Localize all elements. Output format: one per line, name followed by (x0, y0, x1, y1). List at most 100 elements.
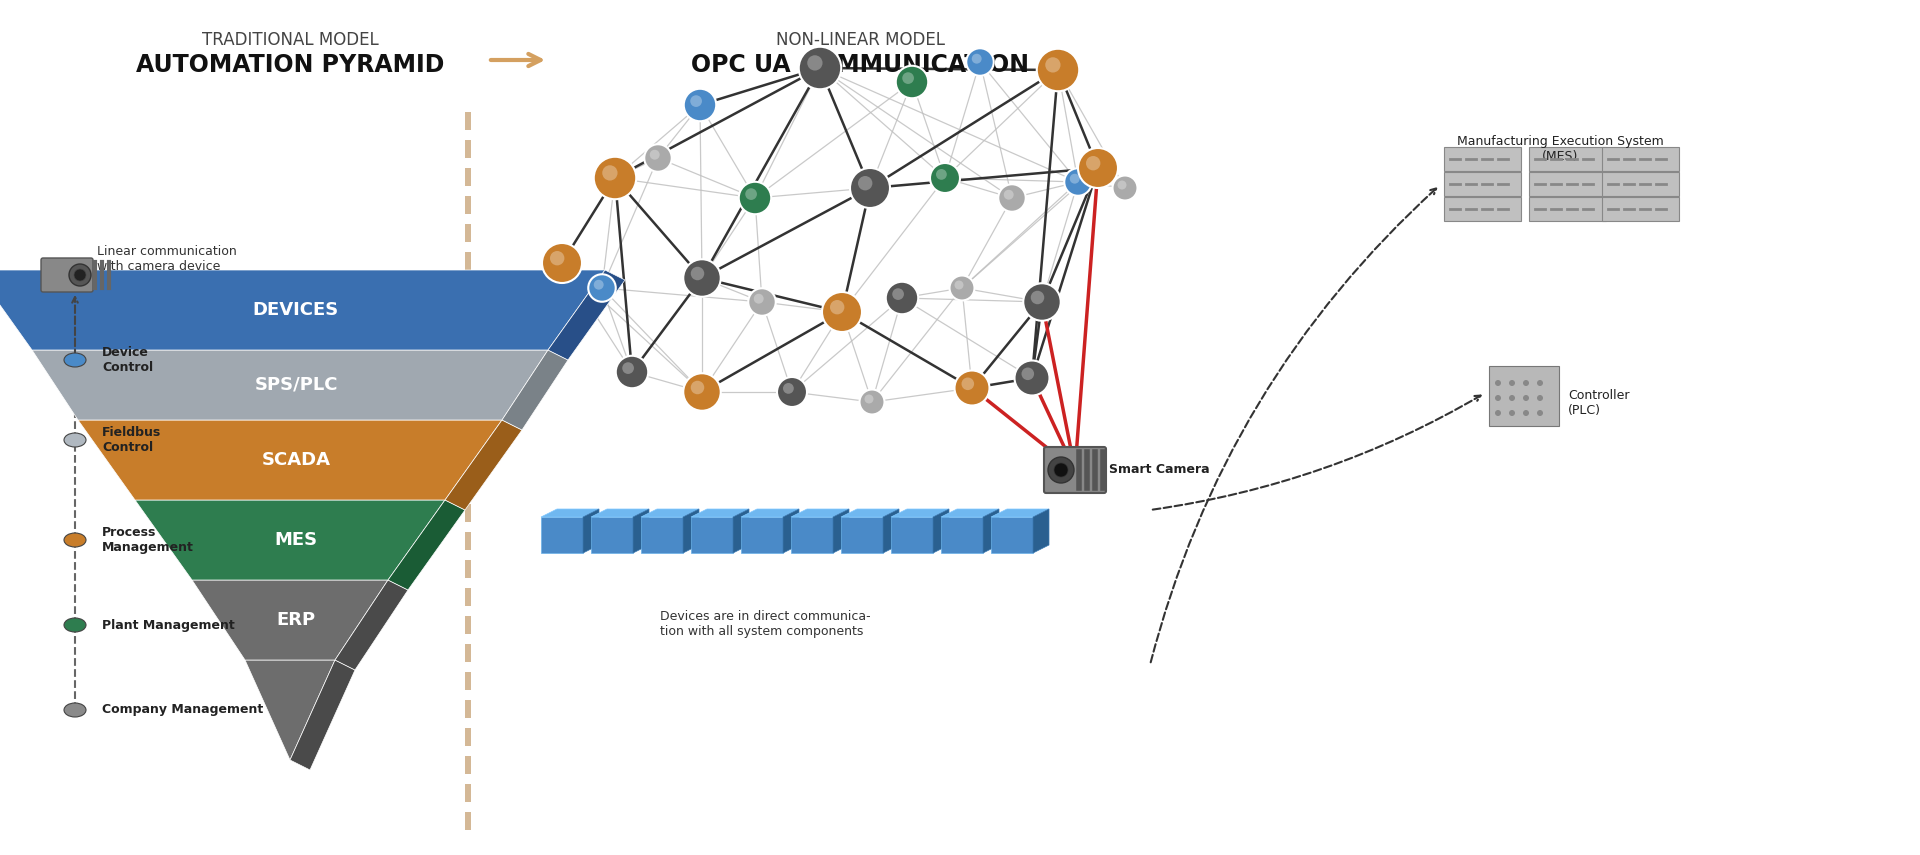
Circle shape (549, 251, 564, 265)
Bar (465, 476, 470, 494)
Circle shape (778, 377, 806, 407)
Circle shape (1496, 395, 1501, 401)
Circle shape (593, 280, 603, 290)
FancyBboxPatch shape (1444, 172, 1521, 196)
Polygon shape (733, 509, 749, 553)
Polygon shape (833, 509, 849, 553)
Polygon shape (541, 509, 599, 517)
Circle shape (1023, 283, 1060, 321)
Text: Fieldbus
Control: Fieldbus Control (102, 426, 161, 454)
Circle shape (603, 165, 618, 180)
Text: Controller
(PLC): Controller (PLC) (1569, 389, 1630, 417)
Polygon shape (691, 517, 733, 553)
Bar (465, 588, 470, 606)
FancyBboxPatch shape (1528, 172, 1605, 196)
Circle shape (1031, 291, 1044, 304)
Polygon shape (0, 270, 605, 350)
Circle shape (684, 89, 716, 121)
FancyBboxPatch shape (1601, 147, 1678, 171)
Circle shape (1054, 463, 1068, 477)
Bar (465, 504, 470, 522)
Bar (465, 616, 470, 634)
Circle shape (929, 163, 960, 193)
Circle shape (998, 184, 1025, 212)
Polygon shape (841, 517, 883, 553)
Circle shape (1048, 457, 1073, 483)
Polygon shape (991, 509, 1048, 517)
Polygon shape (634, 509, 649, 553)
Bar (465, 784, 470, 802)
Circle shape (1064, 168, 1092, 196)
Polygon shape (1033, 509, 1048, 553)
Circle shape (1117, 180, 1127, 190)
Polygon shape (541, 517, 584, 553)
Bar (465, 756, 470, 774)
Circle shape (1087, 156, 1100, 170)
Circle shape (1496, 410, 1501, 416)
Circle shape (75, 269, 86, 281)
Polygon shape (246, 660, 334, 760)
FancyBboxPatch shape (1601, 172, 1678, 196)
Ellipse shape (63, 533, 86, 547)
Circle shape (860, 390, 885, 415)
Bar (465, 672, 470, 690)
Circle shape (1509, 380, 1515, 386)
Bar (465, 700, 470, 718)
Circle shape (806, 56, 822, 71)
Circle shape (858, 176, 872, 191)
Polygon shape (79, 420, 501, 500)
Circle shape (1538, 395, 1544, 401)
Circle shape (783, 383, 793, 394)
Polygon shape (941, 509, 998, 517)
Bar (465, 392, 470, 410)
Polygon shape (501, 350, 568, 430)
Circle shape (593, 156, 636, 199)
Circle shape (1523, 410, 1528, 416)
Circle shape (1004, 190, 1014, 200)
Polygon shape (791, 509, 849, 517)
Text: Linear communication
with camera device: Linear communication with camera device (98, 245, 236, 273)
Text: NON-LINEAR MODEL: NON-LINEAR MODEL (776, 31, 945, 49)
Ellipse shape (63, 433, 86, 447)
Polygon shape (33, 350, 547, 420)
Circle shape (616, 356, 649, 388)
Ellipse shape (63, 618, 86, 632)
Circle shape (684, 374, 720, 410)
Bar (465, 308, 470, 326)
Polygon shape (584, 509, 599, 553)
Polygon shape (684, 509, 699, 553)
Text: Device
Control: Device Control (102, 346, 154, 374)
FancyBboxPatch shape (1601, 197, 1678, 221)
FancyBboxPatch shape (1444, 147, 1521, 171)
Polygon shape (841, 509, 899, 517)
Circle shape (902, 73, 914, 84)
Circle shape (1509, 395, 1515, 401)
Bar (465, 560, 470, 578)
FancyBboxPatch shape (1528, 197, 1605, 221)
Text: Process
Management: Process Management (102, 526, 194, 554)
Circle shape (691, 267, 705, 280)
Circle shape (749, 288, 776, 315)
Bar (465, 812, 470, 830)
Circle shape (950, 275, 975, 300)
Circle shape (691, 380, 705, 394)
FancyBboxPatch shape (40, 258, 92, 292)
Circle shape (1044, 57, 1060, 73)
Polygon shape (791, 517, 833, 553)
Polygon shape (991, 517, 1033, 553)
Text: ERP: ERP (276, 611, 315, 629)
Polygon shape (891, 509, 948, 517)
Bar (465, 448, 470, 466)
FancyBboxPatch shape (1444, 197, 1521, 221)
Text: TRADITIONAL MODEL: TRADITIONAL MODEL (202, 31, 378, 49)
Polygon shape (691, 509, 749, 517)
Polygon shape (983, 509, 998, 553)
Circle shape (739, 182, 772, 215)
Polygon shape (388, 500, 465, 590)
Polygon shape (591, 517, 634, 553)
Circle shape (897, 66, 927, 98)
Polygon shape (933, 509, 948, 553)
Bar (465, 336, 470, 354)
Circle shape (1021, 368, 1035, 380)
Polygon shape (192, 580, 388, 660)
